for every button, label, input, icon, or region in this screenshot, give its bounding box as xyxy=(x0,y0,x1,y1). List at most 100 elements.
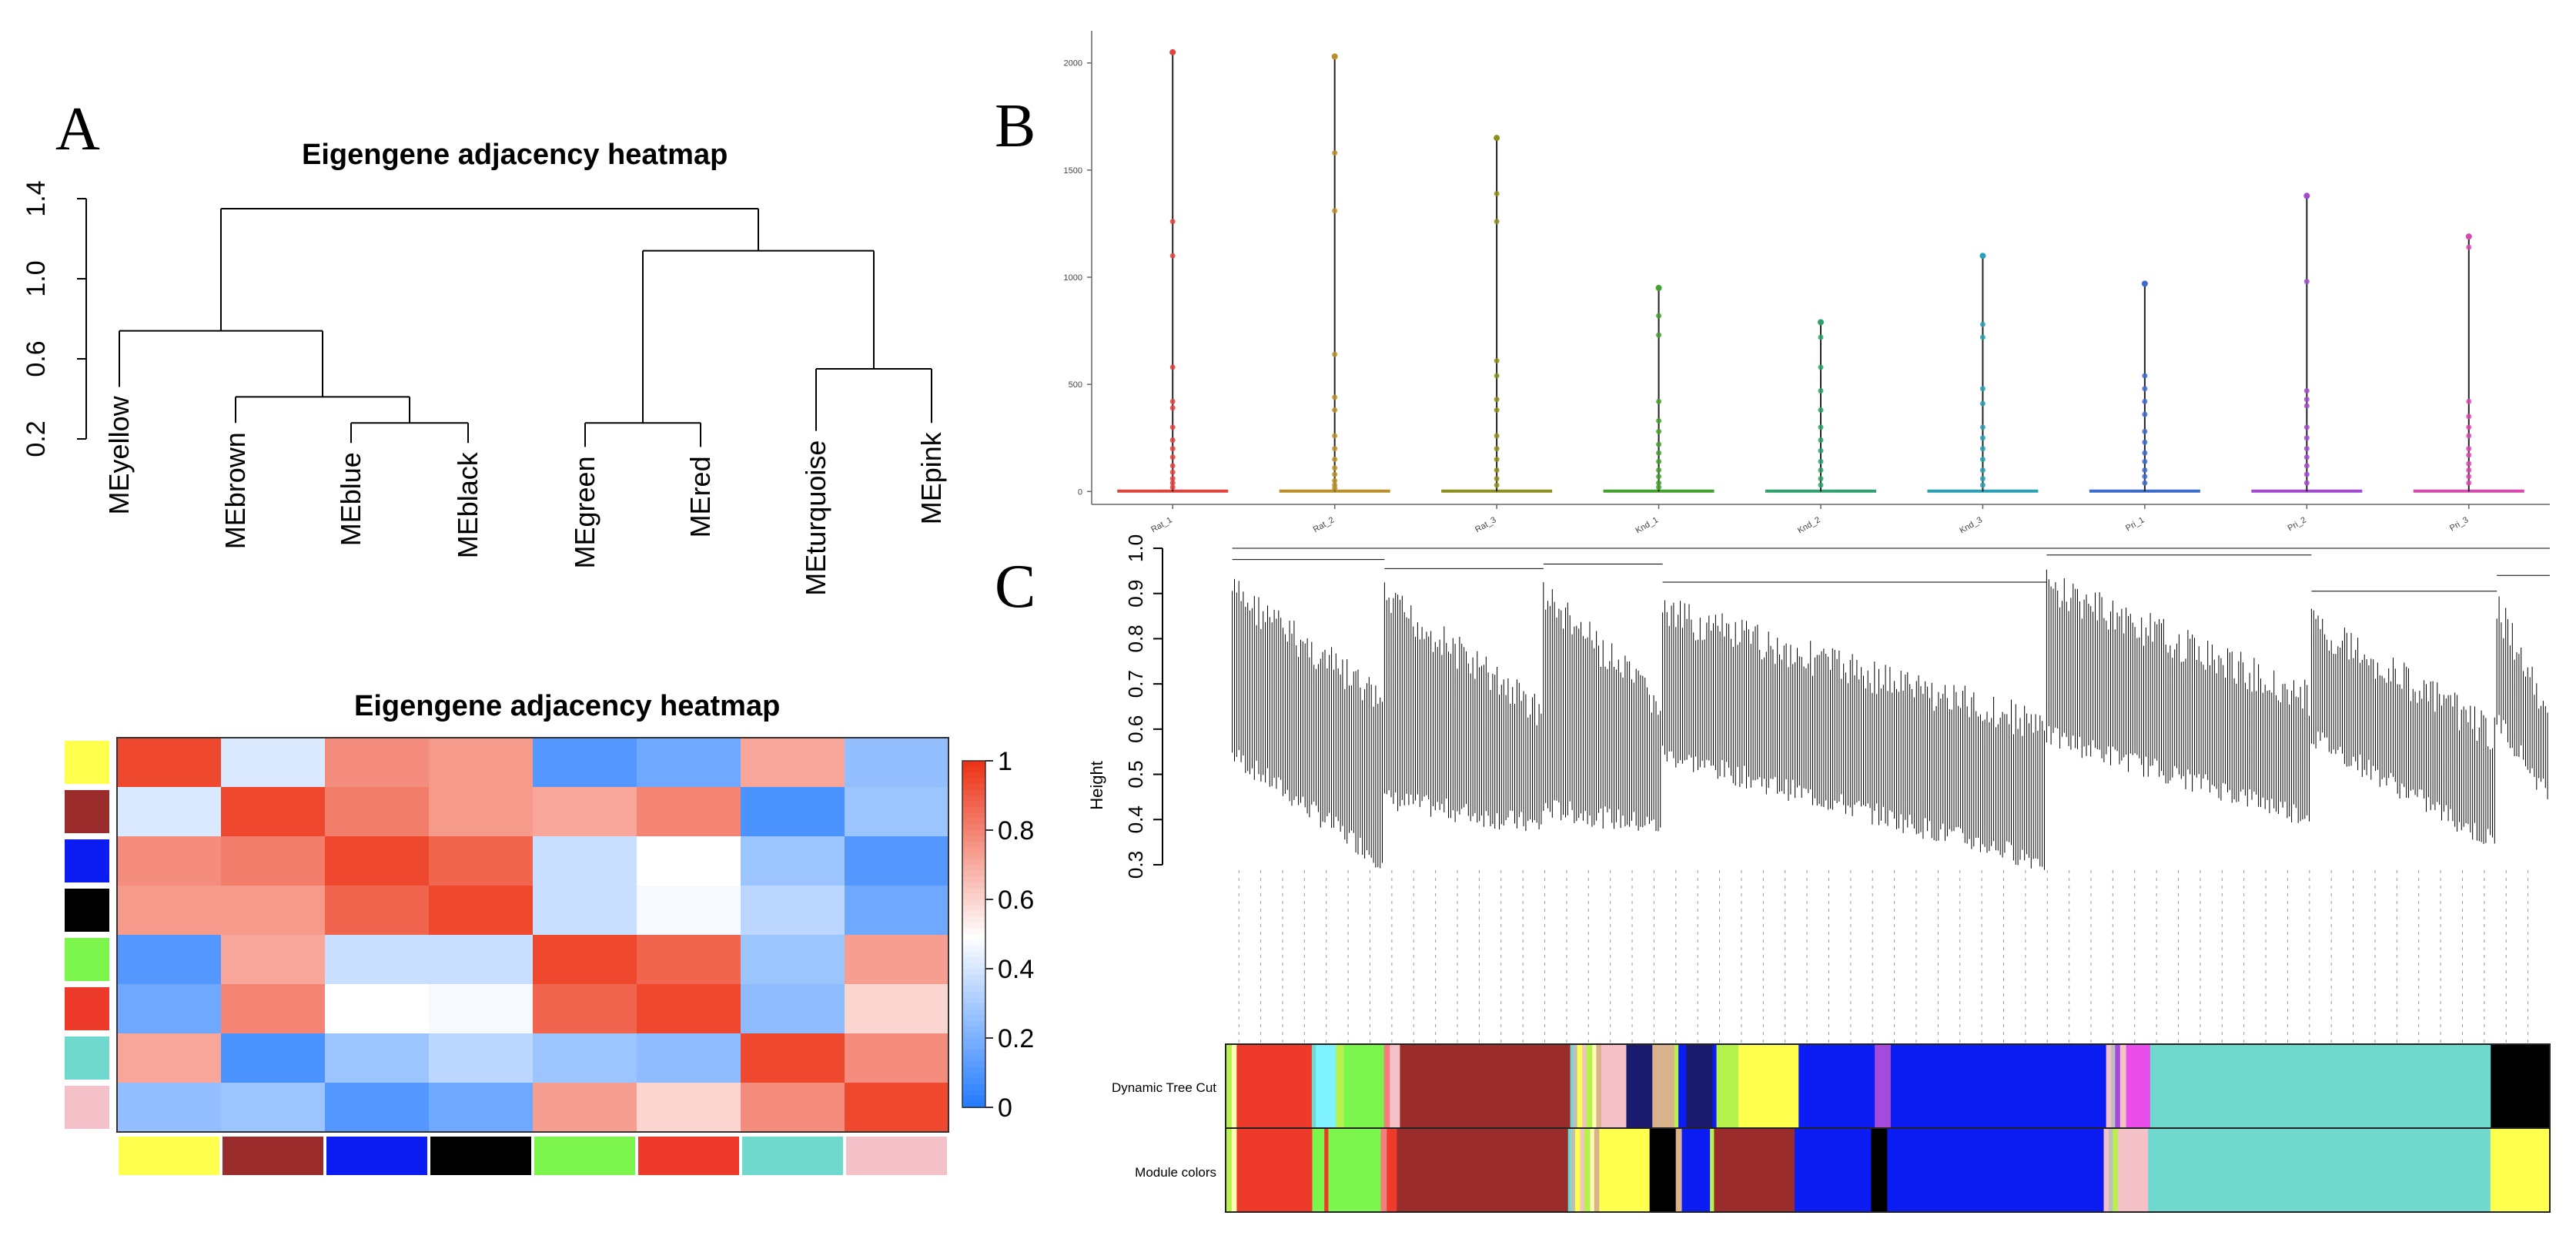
heatmap-cell xyxy=(533,836,637,886)
data-point xyxy=(1818,424,1824,430)
row-module-swatch xyxy=(65,790,109,833)
data-point xyxy=(2466,433,2472,439)
colorbar-step xyxy=(962,1096,985,1103)
data-point xyxy=(1169,480,1176,486)
leaf-label: MEturquoise xyxy=(800,440,831,596)
heatmap-cell xyxy=(845,935,949,985)
max-point xyxy=(1818,319,1824,326)
y-tick-label: 0.3 xyxy=(1124,851,1147,879)
max-point xyxy=(1494,135,1500,142)
colorbar-step xyxy=(962,997,985,1004)
colorbar-step xyxy=(962,957,985,964)
colorbar-step xyxy=(962,893,985,900)
heatmap-cell xyxy=(845,836,949,886)
column-module-swatch xyxy=(846,1137,947,1175)
colorbar-step xyxy=(962,905,985,912)
data-point xyxy=(1818,388,1824,394)
module-color-segment xyxy=(1714,1129,1795,1212)
colorbar-step xyxy=(962,812,985,819)
module-color-segment xyxy=(1324,1129,1330,1212)
dynamic-tree-cut-segment xyxy=(1596,1044,1602,1127)
colorbar-step xyxy=(962,946,985,953)
colorbar-step xyxy=(962,1084,985,1091)
data-point xyxy=(1332,351,1338,357)
dynamic-tree-cut-segment xyxy=(1226,1044,1233,1127)
module-color-segment xyxy=(1312,1129,1325,1212)
data-point xyxy=(1979,424,1986,430)
heatmap-cell xyxy=(637,787,741,837)
y-tick-label: 1.0 xyxy=(22,260,51,296)
data-point xyxy=(1494,467,1500,473)
colorbar-step xyxy=(962,1101,985,1108)
dynamic-tree-cut-segment xyxy=(1383,1044,1390,1127)
data-point xyxy=(2303,388,2310,394)
dynamic-tree-cut-segment xyxy=(1336,1044,1345,1127)
colorbar-step xyxy=(962,923,985,929)
y-tick-label: 500 xyxy=(1069,380,1082,390)
heatmap-cell xyxy=(533,738,637,788)
data-point xyxy=(1656,313,1662,319)
data-point xyxy=(2466,452,2472,458)
dynamic-tree-cut-segment xyxy=(1343,1044,1385,1127)
colorbar-step xyxy=(962,951,985,958)
colorbar-border xyxy=(962,760,986,1108)
data-point xyxy=(2303,454,2310,460)
row-module-swatch xyxy=(65,741,109,784)
dynamic-tree-cut-segment xyxy=(1686,1044,1713,1127)
max-point xyxy=(1331,53,1338,60)
y-tick-label: 2000 xyxy=(1064,59,1082,69)
heatmap-cell xyxy=(845,738,949,788)
heatmap-cell xyxy=(533,984,637,1034)
heatmap-cell xyxy=(325,1083,430,1133)
dynamic-tree-cut-segment xyxy=(1570,1044,1574,1127)
data-point xyxy=(1494,190,1500,196)
data-point xyxy=(1818,364,1824,370)
data-point xyxy=(2466,474,2472,480)
dendrogram-branches xyxy=(1232,548,2550,870)
heatmap-cell xyxy=(845,1083,949,1133)
dynamic-tree-cut-segment xyxy=(2126,1044,2151,1127)
heatmap-cell xyxy=(221,836,326,886)
data-point xyxy=(1169,437,1176,444)
data-point xyxy=(1979,446,1986,452)
data-point xyxy=(2466,398,2472,404)
dynamic-tree-cut-segment xyxy=(2115,1044,2121,1127)
dynamic-tree-cut-segment xyxy=(2491,1044,2551,1127)
row-label-dynamic: Dynamic Tree Cut xyxy=(1112,1080,1216,1095)
heatmap-cell xyxy=(741,836,845,886)
colorbar-step xyxy=(962,888,985,895)
data-point xyxy=(1169,219,1176,225)
colorbar-step xyxy=(962,928,985,935)
module-color-segment xyxy=(2109,1129,2113,1212)
module-color-segment xyxy=(1590,1129,1595,1212)
row-module-swatch xyxy=(65,1036,109,1080)
dynamic-tree-cut-segment xyxy=(1400,1044,1571,1127)
max-point xyxy=(1169,49,1176,55)
module-color-segment xyxy=(1231,1129,1237,1212)
data-point xyxy=(1169,469,1176,475)
heatmap-cell xyxy=(117,984,222,1034)
module-color-segment xyxy=(1328,1129,1382,1212)
colorbar-step xyxy=(962,1003,985,1010)
module-color-segment xyxy=(1594,1129,1600,1212)
dynamic-tree-cut-segment xyxy=(1582,1044,1587,1127)
data-point xyxy=(1169,398,1176,404)
heatmap-cell xyxy=(117,935,222,985)
colorbar-step xyxy=(962,842,985,849)
colorbar-step xyxy=(962,1026,985,1033)
leaf-label: MEblue xyxy=(335,452,366,546)
data-point xyxy=(1494,373,1500,379)
data-point xyxy=(1979,467,1986,473)
row-label-module: Module colors xyxy=(1135,1165,1216,1180)
heatmap-cell xyxy=(117,1083,222,1133)
dynamic-tree-cut-segment xyxy=(1311,1044,1316,1127)
module-color-segment xyxy=(1226,1129,1233,1212)
heatmap-cell xyxy=(533,787,637,837)
data-point xyxy=(1979,435,1986,441)
module-color-segment xyxy=(2117,1129,2125,1212)
heatmap-cell xyxy=(429,1033,534,1083)
heatmap-cell xyxy=(533,886,637,936)
heatmap-cell xyxy=(325,984,430,1034)
data-point xyxy=(2466,424,2472,430)
heatmap-cell xyxy=(117,738,222,788)
